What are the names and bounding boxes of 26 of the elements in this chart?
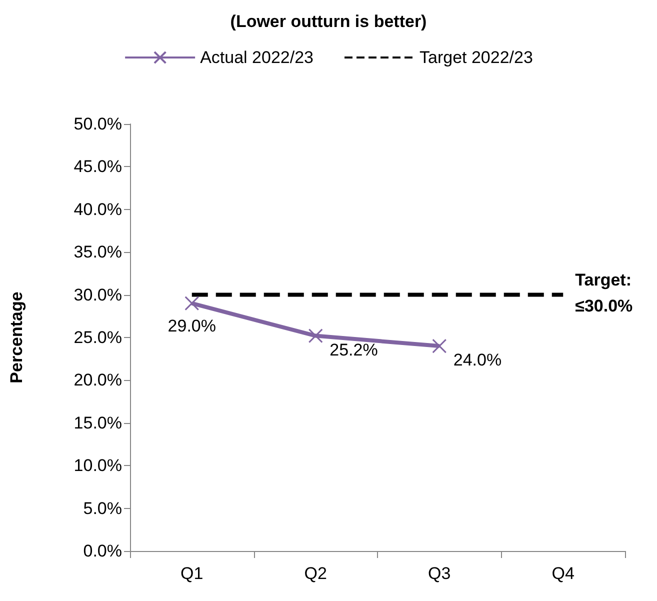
y-tick-label: 40.0% [74,200,122,219]
x-tick-label: Q3 [428,564,451,583]
y-tick-label: 20.0% [74,370,122,390]
x-tick-label: Q1 [180,564,204,583]
y-tick-label: 50.0% [74,114,122,134]
y-tick-label: 25.0% [74,328,122,347]
x-tick-label: Q4 [552,564,574,583]
data-label: 24.0% [453,350,502,370]
y-tick-label: 45.0% [74,157,122,176]
x-tick-label: Q2 [304,564,327,583]
data-label: 25.2% [330,340,378,360]
y-tick-label: 35.0% [74,242,122,262]
legend-label: Actual 2022/23 [200,48,314,67]
point [184,296,200,311]
y-tick-label: 15.0% [74,413,122,432]
y-tick-label: 0.0% [83,542,122,560]
data-label: 29.0% [168,316,216,336]
y-tick-label: 5.0% [83,498,122,518]
point [308,328,323,344]
legend-label: Target 2022/23 [420,48,533,67]
annotation: Target: ≤30.0% [575,270,633,316]
y-tick-label: 10.0% [74,456,122,476]
y-axis-title: Percentage [7,292,26,384]
chart-title: (Lower outturn is better) [230,12,427,31]
point [432,338,447,354]
y-tick-label: 30.0% [74,285,122,304]
